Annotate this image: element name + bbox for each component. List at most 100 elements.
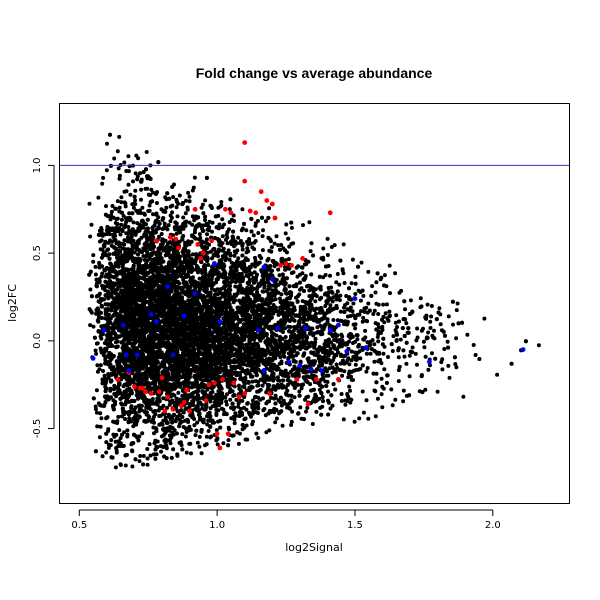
data-point xyxy=(327,210,333,216)
data-point xyxy=(261,368,267,374)
data-point xyxy=(173,236,179,242)
data-point xyxy=(319,368,325,374)
data-point xyxy=(327,327,333,333)
data-point xyxy=(212,380,217,386)
red-point-series xyxy=(115,140,341,451)
data-point xyxy=(195,242,201,247)
data-point xyxy=(228,210,234,216)
data-point xyxy=(314,377,319,382)
data-point xyxy=(184,387,190,393)
data-point xyxy=(123,352,129,358)
x-tick-label: 2.0 xyxy=(485,520,501,531)
data-point xyxy=(256,327,261,333)
data-point xyxy=(264,198,270,203)
data-point xyxy=(156,389,162,395)
data-point xyxy=(187,408,193,414)
data-point xyxy=(167,234,173,240)
data-point xyxy=(148,312,154,317)
x-axis-label: log2Signal xyxy=(285,541,343,554)
data-point xyxy=(148,391,154,396)
data-point xyxy=(165,284,170,289)
data-point xyxy=(165,394,170,400)
data-point xyxy=(90,356,96,361)
data-point xyxy=(192,206,198,212)
data-point xyxy=(201,250,206,256)
data-point xyxy=(203,398,209,403)
data-point xyxy=(247,208,253,214)
data-point xyxy=(286,359,292,365)
data-point xyxy=(181,313,187,319)
data-point xyxy=(336,322,341,328)
data-point xyxy=(363,345,369,351)
data-point xyxy=(170,406,176,412)
x-tick-label: 1.5 xyxy=(347,520,363,531)
data-point xyxy=(178,403,184,409)
y-tick-label: 0.0 xyxy=(32,333,43,349)
data-point xyxy=(269,201,275,207)
data-point xyxy=(176,245,181,251)
data-point xyxy=(154,319,159,324)
data-point xyxy=(236,394,242,400)
y-tick-label: 1.0 xyxy=(32,157,43,173)
data-point xyxy=(253,210,259,216)
data-point xyxy=(192,291,198,296)
data-point xyxy=(344,349,350,354)
data-point xyxy=(209,238,215,244)
data-point xyxy=(121,322,126,328)
data-point xyxy=(231,380,237,386)
data-point xyxy=(289,263,294,268)
data-point xyxy=(101,327,107,333)
data-point xyxy=(305,401,311,407)
data-point xyxy=(303,326,308,331)
data-point xyxy=(258,189,264,195)
data-point xyxy=(217,445,223,451)
data-point xyxy=(278,263,283,268)
data-point xyxy=(143,389,148,395)
points-layer xyxy=(87,132,541,470)
data-point xyxy=(261,264,267,270)
x-tick-label: 0.5 xyxy=(71,520,87,531)
data-point xyxy=(198,256,204,261)
data-point xyxy=(154,238,159,244)
blue-point-series xyxy=(90,261,526,374)
y-tick-label: -0.5 xyxy=(32,419,43,439)
data-point xyxy=(217,319,223,324)
data-point xyxy=(283,261,289,266)
x-tick-label: 1.0 xyxy=(209,520,225,531)
data-point xyxy=(214,431,220,437)
data-point xyxy=(275,326,281,331)
data-point xyxy=(181,399,187,405)
plot-frame xyxy=(59,103,570,504)
data-point xyxy=(267,391,272,396)
data-point xyxy=(220,377,226,382)
data-point xyxy=(242,391,248,396)
data-point xyxy=(225,431,231,437)
data-point xyxy=(140,385,146,391)
data-point xyxy=(132,384,137,389)
data-point xyxy=(336,377,341,382)
y-tick-label: 0.5 xyxy=(32,245,43,261)
data-point xyxy=(170,352,176,358)
data-point xyxy=(212,261,217,266)
data-point xyxy=(126,368,132,374)
data-point xyxy=(272,215,278,221)
data-point xyxy=(115,377,121,382)
chart-title: Fold change vs average abundance xyxy=(196,65,433,81)
data-point xyxy=(520,347,526,352)
y-axis: -0.5 0.0 0.5 1.0 xyxy=(32,157,55,439)
data-point xyxy=(300,256,305,261)
background-point-cloud xyxy=(87,132,541,470)
data-point xyxy=(223,206,228,212)
data-point xyxy=(134,352,140,358)
data-point xyxy=(159,375,165,381)
data-point xyxy=(294,377,300,382)
y-axis-label: log2FC xyxy=(6,284,19,322)
data-point xyxy=(427,359,432,365)
x-axis: 0.5 1.0 1.5 2.0 xyxy=(71,509,501,531)
data-point xyxy=(269,277,275,282)
data-point xyxy=(206,382,212,388)
data-point xyxy=(162,408,168,414)
data-point xyxy=(242,178,248,184)
data-point xyxy=(297,363,303,368)
